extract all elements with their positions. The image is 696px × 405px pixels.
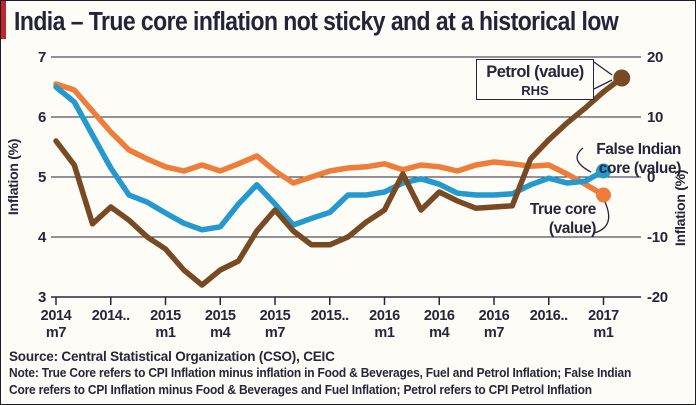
x-tick-label-month: m7 [265, 325, 285, 341]
x-tick-label-year: 2014.. [92, 308, 130, 324]
x-tick-label-month: m7 [46, 325, 66, 341]
x-tick-label-year: 2017 [588, 308, 619, 324]
x-tick-label-year: 2014 [41, 308, 72, 324]
x-tick-label-year: 2015 [150, 308, 181, 324]
left-axis-tick-label: 4 [38, 229, 47, 246]
x-tick-label-year: 2016 [369, 308, 400, 324]
petrol-callout-wedge-bottom [593, 79, 613, 90]
right-axis-tick-label: -10 [647, 229, 668, 246]
annotation-callouts [576, 61, 613, 234]
x-tick-label-year: 2015 [260, 308, 291, 324]
series-line-true-core [53, 81, 607, 198]
x-tick-label-month: m7 [484, 325, 504, 341]
right-axis-title: Inflation (%) [672, 170, 688, 246]
right-axis-tick-label: -20 [647, 289, 668, 306]
left-axis-tick-label: 7 [38, 49, 46, 66]
x-tick-label-month: m1 [155, 325, 175, 341]
left-axis-tick-label: 3 [38, 289, 46, 306]
left-axis-tick-label: 5 [38, 169, 46, 186]
series-line-petrol [53, 75, 625, 288]
false-core-annotation: False Indian core (value) [576, 140, 681, 178]
x-tick-label-month: m4 [429, 325, 449, 341]
true-core-callout-curve [593, 201, 610, 234]
x-tick-label-month: m1 [374, 325, 394, 341]
true-core-annotation-line1: True core [529, 201, 597, 218]
false-core-callout-curve [576, 147, 592, 173]
right-axis-tick-label: 0 [647, 169, 655, 186]
series-end-dot-petrol [613, 69, 631, 87]
false-core-annotation-line2: core (value) [598, 160, 682, 177]
left-axis-title: Inflation (%) [5, 139, 21, 215]
left-axis-tick-label: 6 [38, 109, 46, 126]
x-tick-label-year: 2016 [479, 308, 510, 324]
series-end-dot-true-core [596, 187, 611, 203]
petrol-legend-label: Petrol (value) [486, 63, 584, 81]
x-tick-label-year: 2015.. [311, 308, 349, 324]
source-text: Source: Central Statistical Organization… [9, 349, 335, 364]
petrol-legend-box: Petrol (value) RHS [476, 59, 594, 100]
true-core-annotation: True core (value) [496, 200, 597, 238]
x-tick-label-year: 2016 [424, 308, 455, 324]
x-tick-label-year: 2016.. [530, 308, 568, 324]
true-core-annotation-line2: (value) [548, 220, 597, 237]
right-axis-tick-label: 10 [647, 109, 663, 126]
x-tick-label-year: 2015 [205, 308, 236, 324]
series-line-false-core [53, 84, 607, 233]
note-text-line2: Core refers to CPI Inflation minus Food … [9, 383, 592, 397]
red-accent-bar [1, 1, 6, 39]
series-end-dot-false-core [596, 163, 611, 179]
petrol-legend-rhs-label: RHS [521, 82, 549, 98]
right-axis-tick-label: 20 [647, 49, 663, 66]
x-tick-label-month: m4 [210, 325, 230, 341]
x-tick-label-month: m1 [593, 325, 613, 341]
false-core-annotation-line1: False Indian [596, 141, 681, 158]
petrol-callout-wedge-top [593, 61, 613, 76]
note-text-line1: Note: True Core refers to CPI Inflation … [9, 366, 632, 380]
chart-title: India – True core inflation not sticky a… [14, 8, 619, 36]
